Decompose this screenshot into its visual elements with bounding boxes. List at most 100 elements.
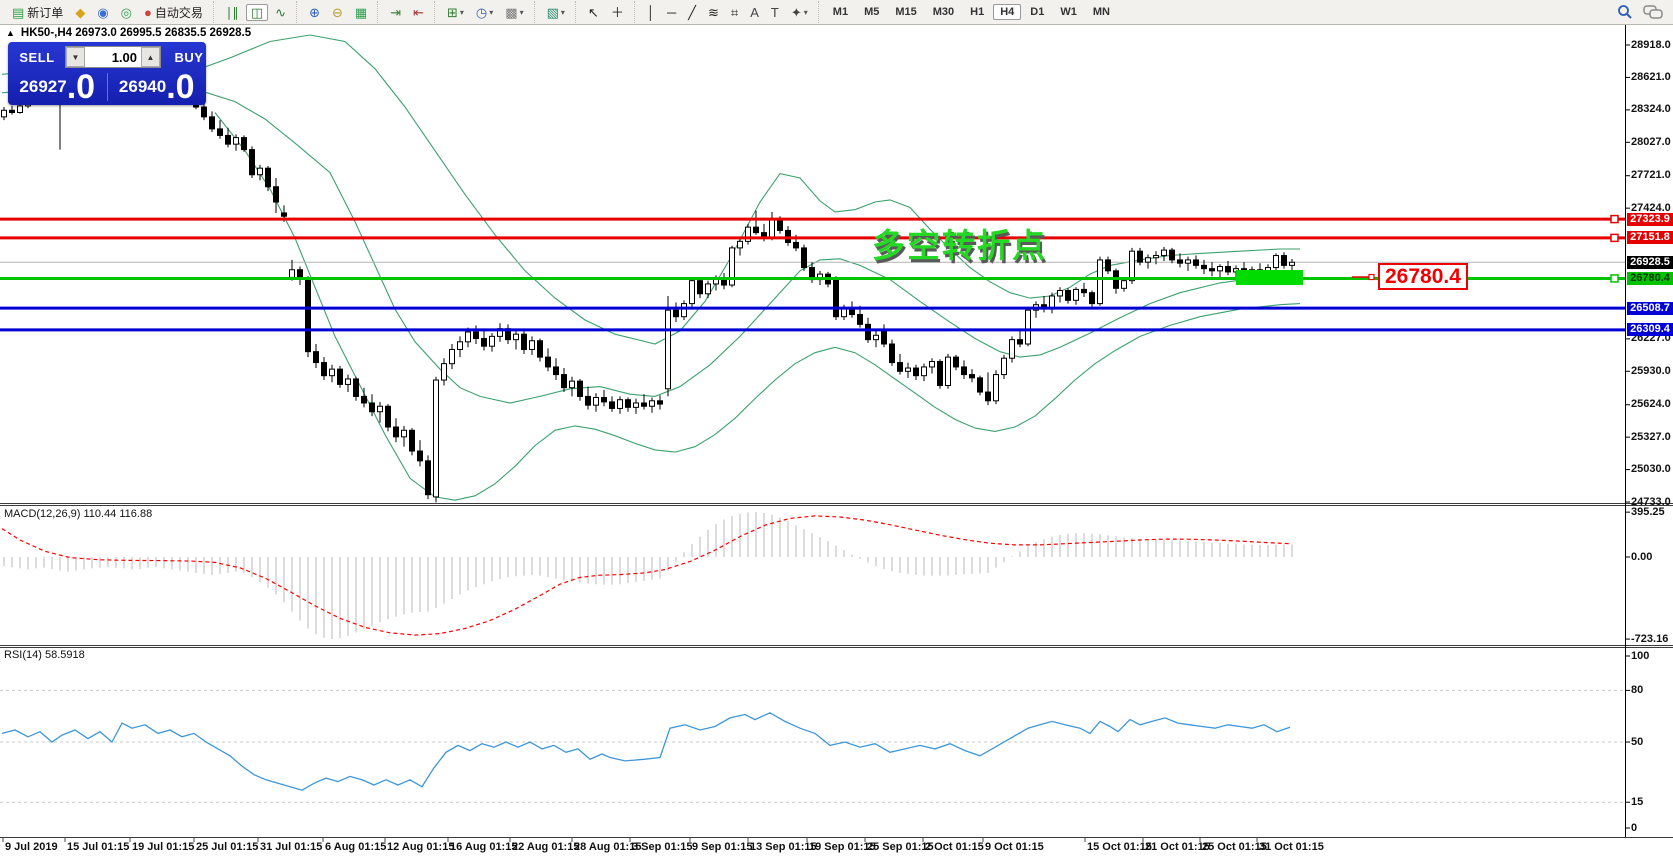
person-icon: ◉ <box>97 4 109 20</box>
timeframe-h4-button[interactable]: H4 <box>993 4 1022 20</box>
bollinger-middle-band <box>1 83 1301 404</box>
periods-button[interactable]: ◷ ▾ <box>471 4 498 21</box>
dropdown-arrow-icon[interactable]: ▾ <box>560 7 565 17</box>
zoom-in-icon: ⊕ <box>309 4 320 20</box>
sell-price[interactable]: 26927 .0 <box>8 70 107 104</box>
buy-price[interactable]: 26940 .0 <box>108 70 207 104</box>
horizontal-line-icon: ─ <box>666 4 677 20</box>
timeframe-w1-button-label: W1 <box>1060 6 1077 18</box>
highlight-rectangle <box>1236 270 1303 285</box>
timeframe-m1-button[interactable]: M1 <box>826 4 855 20</box>
autotrading-button[interactable]: ● 自动交易 <box>139 2 208 23</box>
toolbar-right <box>1617 4 1673 20</box>
signal-icon: ◎ <box>120 4 132 20</box>
toolbar-group: ⊞ ▾ ◷ ▾ ▩ ▾ <box>434 1 534 23</box>
price-callout-label[interactable]: 26780.4 <box>1378 263 1468 290</box>
chat-icon[interactable] <box>1643 4 1663 20</box>
fibonacci-button[interactable]: ≋ <box>703 4 724 21</box>
toolbar-group: ▤ 新订单 ◆ ◉ ◎ ● 自动交易 <box>0 1 213 23</box>
buy-button[interactable]: BUY <box>174 49 204 65</box>
timeframe-d1-button-label: D1 <box>1030 6 1045 18</box>
toolbar-group: │ ─ ╱ ≋ ⌗ A T ✦ ▾ <box>633 1 818 23</box>
zoom-out-button[interactable]: ⊖ <box>327 4 348 21</box>
vertical-line-button[interactable]: │ <box>642 4 660 21</box>
new-chart-button[interactable]: ⊞ ▾ <box>442 4 469 21</box>
macd-indicator-label: MACD(12,26,9) 110.44 116.88 <box>4 508 153 520</box>
symbol-info-bar: ▲ HK50-,H4 26973.0 26995.5 26835.5 26928… <box>6 27 251 39</box>
bar-chart-icon: ∣∥ <box>225 4 239 20</box>
new-order-button[interactable]: ▤ 新订单 <box>7 2 68 23</box>
timeframe-m30-button[interactable]: M30 <box>926 4 961 20</box>
trendline-icon: ╱ <box>688 4 696 20</box>
line-chart-button[interactable]: ∿ <box>270 4 291 21</box>
timeframe-m1-button-label: M1 <box>832 6 849 18</box>
new-order-icon: ▤ <box>12 4 25 20</box>
timeframe-m5-button[interactable]: M5 <box>857 4 886 20</box>
panel-collapse-icon[interactable]: ▲ <box>6 28 15 38</box>
dropdown-arrow-icon[interactable]: ▾ <box>489 7 494 17</box>
gold-badge-icon: ◆ <box>75 4 86 20</box>
text-button[interactable]: A <box>745 4 764 21</box>
templates-button[interactable]: ▩ ▾ <box>500 4 528 21</box>
mql5-button[interactable]: ◆ <box>70 4 90 21</box>
timeframe-m15-button[interactable]: M15 <box>888 4 923 20</box>
indicators-icon: ▧ <box>546 4 559 20</box>
text-icon: A <box>750 4 759 20</box>
horizontal-line-button[interactable]: ─ <box>662 4 681 21</box>
vertical-line-icon: │ <box>646 4 655 20</box>
timeframe-m30-button-label: M30 <box>932 6 955 18</box>
clock-icon: ◷ <box>475 4 488 20</box>
dropdown-arrow-icon[interactable]: ▾ <box>519 7 524 17</box>
indicators-button[interactable]: ▧ ▾ <box>542 4 570 21</box>
line-endpoint-marker <box>1610 233 1619 243</box>
cursor-button[interactable]: ↖ <box>583 4 604 21</box>
timeframe-h1-button-label: H1 <box>970 6 985 18</box>
toolbar-group: ↖ ＋ <box>574 1 634 23</box>
auto-scroll-button[interactable]: ⇥ <box>385 4 406 21</box>
grid-button[interactable]: ⌗ <box>726 4 743 21</box>
bar-chart-button[interactable]: ∣∥ <box>221 4 244 21</box>
toolbar-group: ⊕ ⊖ ▦ <box>296 1 377 23</box>
community-button[interactable]: ◉ <box>92 4 113 21</box>
crosshair-button[interactable]: ＋ <box>606 4 629 21</box>
tile-windows-button[interactable]: ▦ <box>350 4 372 21</box>
toolbar-group: M1 M5 M15 M30 H1 H4 D1 W1 MN <box>817 1 1122 23</box>
candlestick-chart-button[interactable]: ◫ <box>245 3 269 21</box>
trendline-button[interactable]: ╱ <box>683 4 701 21</box>
volume-increase-button[interactable]: ▲ <box>141 47 160 67</box>
macd-signal-line <box>1 515 1291 636</box>
timeframe-m15-button-label: M15 <box>895 6 917 18</box>
zoom-in-button[interactable]: ⊕ <box>304 4 325 21</box>
dropdown-arrow-icon[interactable]: ▾ <box>803 7 808 17</box>
search-icon[interactable] <box>1617 4 1633 20</box>
text-label-button[interactable]: T <box>766 4 784 21</box>
fibonacci-icon: ≋ <box>708 4 719 20</box>
line-endpoint-marker <box>1610 214 1619 224</box>
autotrading-icon: ● <box>144 4 152 20</box>
timeframe-mn-button[interactable]: MN <box>1086 4 1117 20</box>
rsi-indicator-label: RSI(14) 58.5918 <box>4 649 85 661</box>
volume-decrease-button[interactable]: ▼ <box>66 47 85 67</box>
autotrading-button-label: 自动交易 <box>154 5 203 20</box>
sell-price-pips: .0 <box>66 68 96 106</box>
shapes-icon: ✦ <box>790 4 802 20</box>
timeframe-w1-button[interactable]: W1 <box>1053 4 1084 20</box>
bollinger-lower-band <box>214 112 1301 501</box>
buy-price-pips: .0 <box>166 68 195 106</box>
tile-windows-icon: ▦ <box>354 4 368 20</box>
chart-shift-button[interactable]: ⇤ <box>408 4 429 21</box>
sell-button[interactable]: SELL <box>19 49 55 65</box>
dropdown-arrow-icon[interactable]: ▾ <box>459 7 464 17</box>
zoom-out-icon: ⊖ <box>331 4 343 20</box>
toolbar-group: ▧ ▾ <box>533 1 575 23</box>
shapes-button[interactable]: ✦ ▾ <box>786 4 813 21</box>
timeframe-mn-button-label: MN <box>1092 6 1110 18</box>
toolbar-group: ⇥ ⇤ <box>377 1 434 23</box>
timeframe-d1-button[interactable]: D1 <box>1023 4 1051 20</box>
volume-input[interactable] <box>85 47 141 67</box>
signals-button[interactable]: ◎ <box>116 4 137 21</box>
timeframe-h1-button[interactable]: H1 <box>963 4 991 20</box>
line-chart-icon: ∿ <box>275 4 287 20</box>
